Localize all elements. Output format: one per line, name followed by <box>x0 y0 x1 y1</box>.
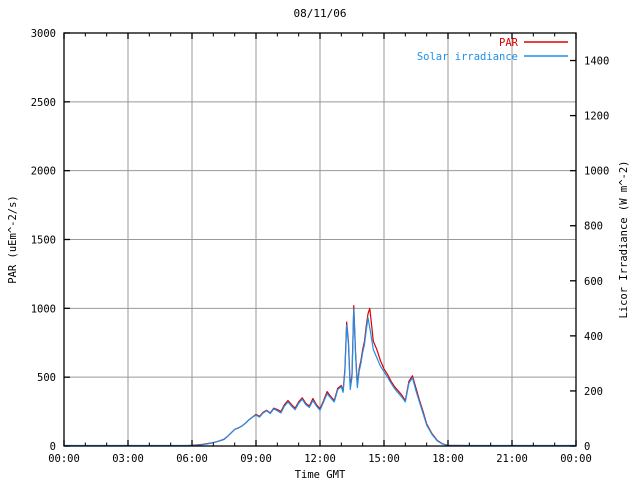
y2-axis-tick-label: 1000 <box>584 166 609 178</box>
x-axis-tick-label: 06:00 <box>176 453 208 465</box>
x-axis-tick-label: 09:00 <box>240 453 272 465</box>
y2-axis-tick-label: 800 <box>584 221 603 233</box>
y-axis-tick-label: 3000 <box>31 28 56 40</box>
y-axis-label: PAR (uEm^-2/s) <box>7 195 19 284</box>
y2-axis-label: Licor Irradiance (W m^-2) <box>618 160 630 318</box>
x-axis-tick-label: 15:00 <box>368 453 400 465</box>
y-axis-tick-label: 1500 <box>31 235 56 247</box>
y2-axis-tick-label: 600 <box>584 276 603 288</box>
x-axis-tick-label: 00:00 <box>560 453 592 465</box>
y2-axis-tick-label: 0 <box>584 441 590 453</box>
x-axis-tick-label: 12:00 <box>304 453 336 465</box>
y-axis-tick-label: 2500 <box>31 97 56 109</box>
legend-label-par: PAR <box>499 37 519 49</box>
x-axis-label: Time GMT <box>295 469 346 480</box>
x-axis-tick-label: 21:00 <box>496 453 528 465</box>
y-axis-tick-label: 2000 <box>31 166 56 178</box>
series-line-par <box>63 304 556 447</box>
y-axis-tick-label: 1000 <box>31 303 56 315</box>
chart-title: 08/11/06 <box>293 7 347 20</box>
y2-axis-tick-label: 400 <box>584 331 603 343</box>
x-axis-tick-label: 18:00 <box>432 453 464 465</box>
x-axis-tick-label: 03:00 <box>112 453 144 465</box>
y-axis-tick-label: 0 <box>50 441 56 453</box>
y2-axis-tick-label: 1400 <box>584 56 609 68</box>
x-axis-tick-label: 00:00 <box>48 453 80 465</box>
y-axis-tick-label: 500 <box>37 372 56 384</box>
legend-label-solar: Solar irradiance <box>417 51 518 63</box>
y2-axis-tick-label: 1200 <box>584 111 609 123</box>
y2-axis-tick-label: 200 <box>584 386 603 398</box>
